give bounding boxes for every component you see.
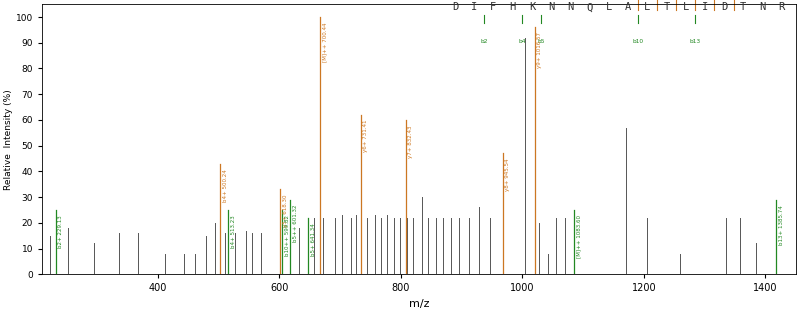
Text: I: I [471,2,478,12]
Y-axis label: Relative  Intensity (%): Relative Intensity (%) [4,89,13,190]
Text: F: F [490,2,497,12]
Text: b4: b4 [518,39,526,44]
Text: H: H [510,2,516,12]
Text: b5: b5 [538,39,546,44]
Text: T: T [740,2,746,12]
Text: I: I [702,2,708,12]
Text: L: L [606,2,612,12]
Text: N: N [567,2,574,12]
Text: y5+ 618.30: y5+ 618.30 [283,194,288,227]
Text: [M]++ 1083.60: [M]++ 1083.60 [577,215,582,258]
Text: D: D [721,2,727,12]
Text: N: N [548,2,554,12]
Text: b2+ 229.13: b2+ 229.13 [58,215,63,248]
Text: y6+ 731.41: y6+ 731.41 [363,120,368,152]
Text: L: L [644,2,650,12]
Text: y8+ 945.54: y8+ 945.54 [506,158,510,191]
Text: b10++ 599.82: b10++ 599.82 [285,215,290,256]
Text: b5+ 641.34: b5+ 641.34 [311,223,316,255]
Text: A: A [625,2,631,12]
Text: y7+ 832.43: y7+ 832.43 [408,125,413,157]
Text: L: L [682,2,689,12]
Text: b4+ 500.24: b4+ 500.24 [222,169,228,202]
Text: b13: b13 [690,39,701,44]
Text: Q: Q [586,2,593,12]
Text: K: K [529,2,535,12]
Text: [M]++ 700.44: [M]++ 700.44 [322,22,327,62]
Text: b4+ 513.23: b4+ 513.23 [230,215,236,248]
Text: R: R [778,2,785,12]
Text: b10: b10 [632,39,643,44]
Text: y9+ 1016.57: y9+ 1016.57 [537,33,542,69]
Text: b13+ 1385.74: b13+ 1385.74 [779,205,784,244]
Text: T: T [663,2,670,12]
Text: N: N [759,2,766,12]
Text: b2: b2 [480,39,487,44]
Text: b5++ 601.32: b5++ 601.32 [293,205,298,242]
Text: D: D [452,2,458,12]
X-axis label: m/z: m/z [409,299,430,309]
